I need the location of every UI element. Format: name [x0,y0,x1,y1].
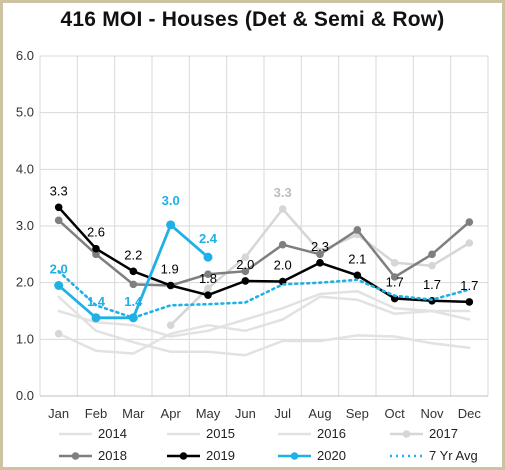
y-tick-label: 2.0 [16,275,34,290]
series-2019-point [204,291,212,299]
chart-panel [3,3,502,467]
series-2018-point [316,250,324,259]
x-tick-label: Mar [122,406,145,421]
series-2019-point [54,203,63,212]
series-2019-point [465,298,474,306]
series-2020-point [54,281,64,290]
series-2019-line [57,206,471,304]
legend-2015-label: 2015 [206,426,235,441]
legend-2017-label: 2017 [429,426,458,441]
series-2020-point [166,220,176,230]
series-2017-point [278,205,287,213]
y-tick-label: 6.0 [16,48,34,63]
legend-2017-marker [402,430,411,438]
series-2015-line [57,295,471,357]
series-2019-data-label: 1.7 [386,275,404,290]
series-2018-point [204,270,212,278]
legend-2020-label: 2020 [317,448,346,463]
y-tick-label: 0.0 [16,388,34,403]
x-tick-label: May [196,406,221,421]
series-2020-point [203,252,213,262]
legend-2019-label: 2019 [206,448,235,463]
series-2019-point [166,281,175,290]
series-2019-point [353,271,362,280]
x-tick-label: Sep [346,406,369,421]
series-2014-line [57,295,471,355]
series-7-yr-avg-line [57,270,471,320]
series-2019-point [129,267,138,276]
x-tick-label: Feb [85,406,107,421]
series-2017-data-label: 3.3 [274,185,292,200]
x-tick-label: Jul [274,406,291,421]
y-tick-label: 3.0 [16,218,34,233]
y-tick-label: 1.0 [16,331,34,346]
series-2017-point [204,284,212,293]
series-2017-point [166,321,175,329]
series-2019-data-label: 1.9 [161,262,179,277]
x-tick-label: Jan [48,406,69,421]
series-2019-data-label: 1.8 [199,271,217,286]
series-2020-data-label: 2.4 [199,231,218,246]
series-2018-point [92,250,100,259]
legend-2018-label: 2018 [98,448,127,463]
series-2018-point [241,267,250,276]
series-2019-data-label: 3.3 [50,183,68,198]
series-2018-line [57,219,471,287]
series-2019-data-label: 2.2 [124,247,142,262]
legend-2014-label: 2014 [98,426,127,441]
series-2019-data-label: 2.3 [311,239,329,254]
legend-2020-marker [290,452,299,460]
x-tick-label: Dec [458,406,482,421]
legend-7-yr-avg-label: 7 Yr Avg [429,448,478,463]
series-2019-data-label: 2.0 [236,257,254,272]
series-2019-point [92,244,100,253]
series-2018-point [129,280,138,289]
legend-2018-marker [71,452,80,460]
series-2019-data-label: 2.0 [274,258,292,273]
series-2020-data-label: 1.4 [124,294,143,309]
series-2020-data-label: 2.0 [50,262,68,277]
legend-2019-marker [179,452,188,460]
x-tick-label: Aug [308,406,331,421]
x-tick-label: Jun [235,406,256,421]
y-tick-label: 5.0 [16,105,34,120]
series-2018-point [54,216,63,225]
series-2018-point [353,226,362,234]
series-2019-data-label: 2.6 [87,225,105,240]
x-tick-label: Apr [161,406,182,421]
series-2019-data-label: 1.7 [460,278,478,293]
series-2019-data-label: 2.1 [348,251,366,266]
series-2018-point [278,240,287,249]
series-2019-data-label: 1.7 [423,277,441,292]
series-2017-point [390,259,399,267]
series-2019-point [316,259,324,267]
series-2017-point [241,253,250,261]
series-2016-line [57,289,471,338]
series-2018-point [428,250,436,259]
series-2018-point [465,218,474,226]
series-2019-point [241,277,250,285]
x-tick-label: Nov [420,406,444,421]
series-2017-point [428,261,436,270]
series-2018-point [390,273,399,281]
chart-title: 416 MOI - Houses (Det & Semi & Row) [60,8,445,31]
y-tick-label: 4.0 [16,161,34,176]
legend-2016-label: 2016 [317,426,346,441]
series-2017-point [54,329,63,338]
series-2017-point [465,239,474,247]
series-2020-data-label: 3.0 [162,193,180,208]
x-tick-label: Oct [385,406,406,421]
series-2020-point [91,313,101,323]
series-2020-data-label: 1.4 [87,294,106,309]
